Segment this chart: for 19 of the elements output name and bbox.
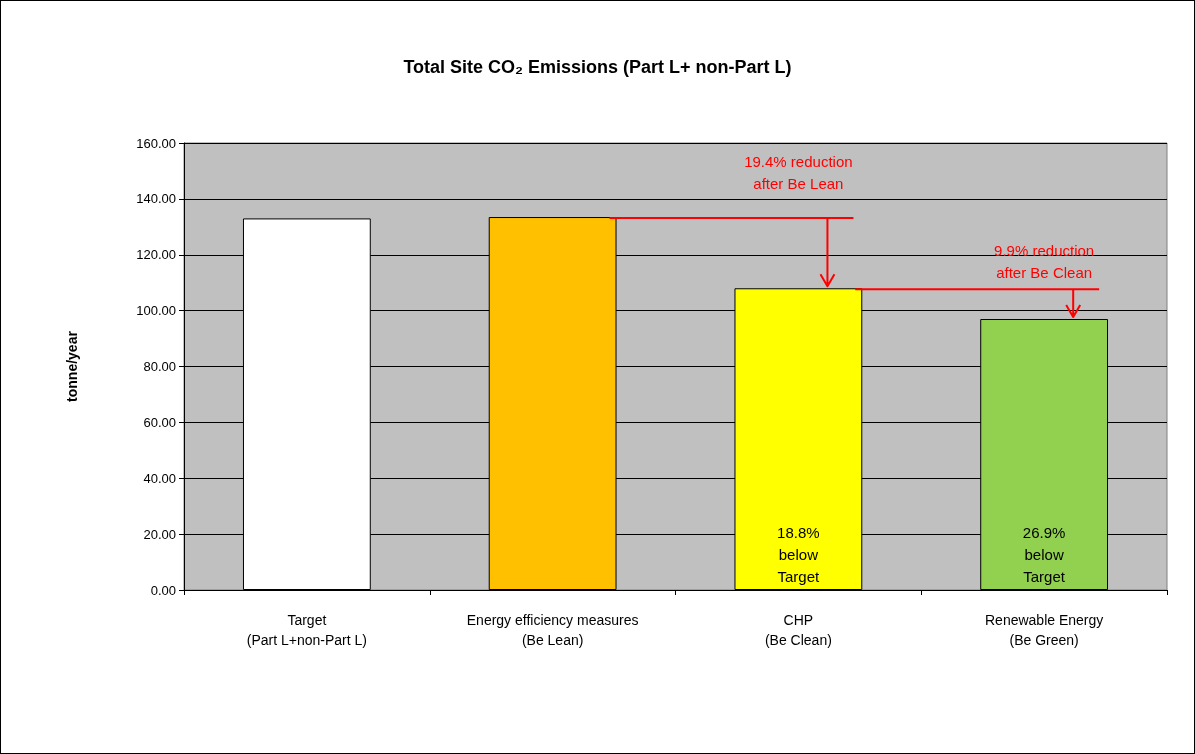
y-tick-label: 20.00 [143,526,176,542]
y-tick-label: 140.00 [136,191,176,207]
y-tick-label: 120.00 [136,247,176,263]
annotation: 26.9% below Target [1022,523,1066,585]
chart-title: Total Site CO₂ Emissions (Part L+ non-Part L) [403,57,792,77]
x-tick-label: Renewable Energy (Be Green) [984,612,1104,648]
y-axis-title: tonne/year [64,330,80,402]
x-tick-label: Energy efficiency measures (Be Lean) [466,612,639,648]
y-tick-label: 60.00 [143,414,176,430]
y-tick-label: 100.00 [136,303,176,319]
x-tick-label: Target (Part L+non-Part L) [246,612,367,648]
y-tick-label: 80.00 [143,359,176,374]
annotation: 9.9% reduction after Be Clean [994,241,1095,281]
annotation: 19.4% reduction after Be Lean [744,152,853,192]
annotation: 18.8% below Target [777,523,821,585]
y-tick-label: 160.00 [136,135,176,151]
y-tick-label: 0.00 [150,582,176,598]
y-tick-label: 40.00 [143,470,176,486]
x-tick-label: CHP (Be Clean) [764,612,832,648]
